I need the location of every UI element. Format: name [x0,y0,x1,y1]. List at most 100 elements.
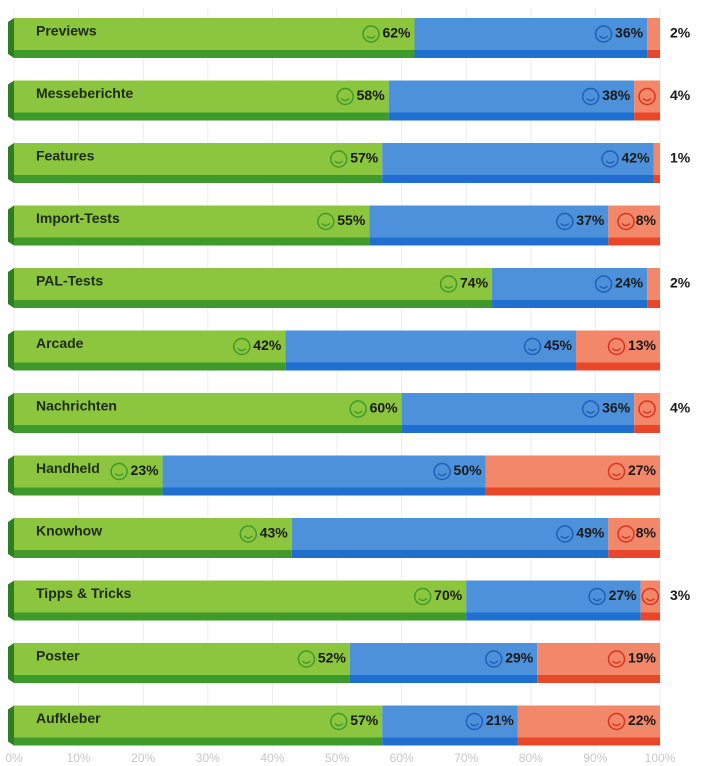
bar-segment [14,205,370,238]
smiley-icon [617,212,635,231]
icon-mouth [642,410,652,414]
smiley-icon [336,87,354,106]
icon-circle [329,712,348,731]
value-label: 24% [615,275,644,291]
bar-segment [14,393,402,425]
smiley-icon [601,150,619,168]
icon-mouth [586,410,596,414]
icon-mouth [334,160,344,164]
bar-segment [14,143,383,175]
icon-circle [581,400,600,418]
category-label: Previews [36,23,97,39]
value-label: 70% [434,587,463,603]
value-label: 55% [337,212,366,228]
icon-circle [413,587,432,606]
icon-circle [362,25,380,43]
icon-circle [638,400,656,418]
value-label: 74% [460,275,489,291]
smiley-icon [349,400,367,418]
value-label: 49% [576,525,605,541]
category-label: Handheld [36,460,100,476]
value-label: 36% [602,400,631,416]
smiley-icon [581,400,600,418]
icon-circle [349,400,367,418]
icon-mouth [114,473,124,477]
x-tick-label: 80% [519,751,543,765]
smiley-icon [638,87,656,106]
bar-segment [466,580,641,613]
bar-tab [8,330,14,371]
icon-circle [110,462,128,481]
icon-mouth [237,348,247,352]
bar-segment [647,18,660,50]
icon-mouth [469,723,479,727]
bar-shade [634,112,660,121]
bar-shade [492,300,648,308]
value-label: 60% [370,400,399,416]
bar-shade [14,175,383,183]
value-label: 38% [602,87,631,103]
bar-shade [608,550,660,558]
smiley-icon [617,525,635,543]
bar-shade [576,362,660,371]
bar-segment [14,580,467,613]
category-label: Features [36,148,95,164]
category-label: Nachrichten [36,398,117,414]
icon-circle [607,650,626,668]
smiley-icon [607,462,626,481]
value-label: 58% [357,87,386,103]
bar-tab [8,455,14,496]
icon-circle [594,25,613,43]
x-tick-label: 40% [260,751,284,765]
icon-circle [465,712,484,731]
value-label: 52% [318,650,347,666]
icon-mouth [340,98,350,102]
x-tick-label: 70% [454,751,478,765]
bar-segment [382,143,654,175]
value-label: 1% [670,150,691,166]
bar-shade [14,612,467,621]
bar-segment [291,518,609,550]
value-label: 57% [350,150,379,166]
bar-shade [14,112,389,121]
smiley-icon [413,587,432,606]
icon-mouth [612,473,621,477]
icon-mouth [528,348,537,352]
bar-shade [14,300,493,308]
value-label: 23% [131,462,160,478]
icon-circle [439,275,458,293]
bar-tab [8,393,14,433]
icon-mouth [612,348,621,352]
smiley-icon [362,25,380,43]
smiley-icon [607,337,626,356]
x-tick-label: 100% [645,751,676,765]
bar-shade [162,487,486,496]
icon-mouth [321,223,331,227]
bar-shade [653,175,660,183]
icon-mouth [366,35,376,39]
x-tick-label: 90% [583,751,607,765]
bar-shade [382,737,518,746]
icon-circle [433,462,451,481]
bar-shade [369,237,609,246]
smiley-icon [233,337,251,356]
bar-shade [349,675,538,683]
value-label: 8% [636,212,657,228]
category-label: Tipps & Tricks [36,585,132,601]
bar-shade [14,237,370,246]
value-label: 13% [628,337,657,353]
smiley-icon [638,400,656,418]
smiley-icon [329,712,348,731]
icon-circle [233,337,251,356]
bar-segment [388,80,635,113]
bar-shade [634,425,660,433]
category-label: PAL-Tests [36,273,103,289]
icon-circle [638,87,656,106]
bar-segment [285,330,577,363]
value-label: 43% [260,525,289,541]
icon-circle [556,525,574,543]
bar-shade [14,737,383,746]
smiley-icon [485,650,503,668]
icon-mouth [592,598,602,602]
x-tick-label: 30% [196,751,220,765]
